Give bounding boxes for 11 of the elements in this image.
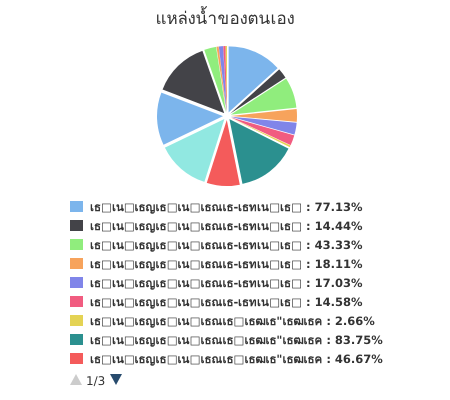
legend-label: เธ□เน□เธญเธ□เน□เธณเธ□เธฒเธ"เธฒเธค : 83.75% [90,333,384,347]
legend-label: เธ□เน□เธญเธ□เน□เธณเธ-เธทเน□เธ□ : 77.13% [90,200,363,214]
legend-label: เธ□เน□เธญเธ□เน□เธณเธ-เธทเน□เธ□ : 17.03% [90,276,363,290]
legend-label: เธ□เน□เธญเธ□เน□เธณเธ-เธทเน□เธ□ : 14.58% [90,295,363,309]
legend-label: เธ□เน□เธญเธ□เน□เธณเธ-เธทเน□เธ□ : 18.11% [90,257,363,271]
legend-label: เธ□เน□เธญเธ□เน□เธณเธ□เธฒเธ"เธฒเธค : 2.66% [90,314,376,328]
legend-label: เธ□เน□เธญเธ□เน□เธณเธ-เธทเน□เธ□ : 14.44% [90,219,363,233]
chart-title: แหล่งน้ำของตนเอง [156,6,294,28]
text: 1/3 [86,374,106,388]
legend-label: เธ□เน□เธญเธ□เน□เธณเธ□เธฒเธ"เธฒเธค : 46.67% [90,352,384,366]
legend-label: เธ□เน□เธญเธ□เน□เธณเธ-เธทเน□เธ□ : 43.33% [90,238,363,252]
